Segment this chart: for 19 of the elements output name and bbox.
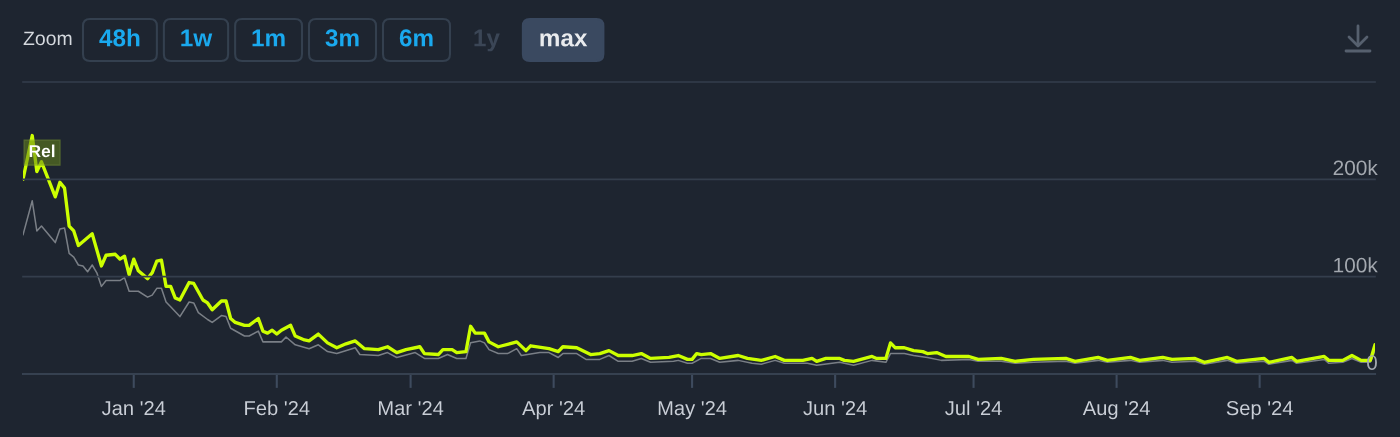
x-tick-label: May '24 (658, 400, 727, 420)
annotation: Rel (29, 144, 55, 158)
text: 48h (99, 28, 140, 47)
text: 3m (325, 29, 359, 47)
x-tick-label: Jun '24 (803, 400, 867, 416)
x-tick-label: Sep '24 (1226, 400, 1293, 420)
text: Zoom (23, 31, 72, 46)
text: max (540, 33, 588, 47)
text: 1m (252, 29, 285, 47)
y-tick-label: 200k (1333, 159, 1378, 176)
x-tick-label: Apr '24 (522, 400, 585, 420)
x-tick-label: Jul '24 (945, 400, 1002, 416)
text: 1w (181, 29, 213, 47)
x-tick-label: Jan '24 (101, 400, 166, 416)
x-tick-label: Feb '24 (245, 400, 310, 416)
text: 6m (399, 29, 433, 47)
x-tick-label: Aug '24 (1082, 400, 1150, 420)
y-tick-label: 100k (1334, 257, 1378, 273)
x-tick-label: Mar '24 (379, 400, 444, 416)
